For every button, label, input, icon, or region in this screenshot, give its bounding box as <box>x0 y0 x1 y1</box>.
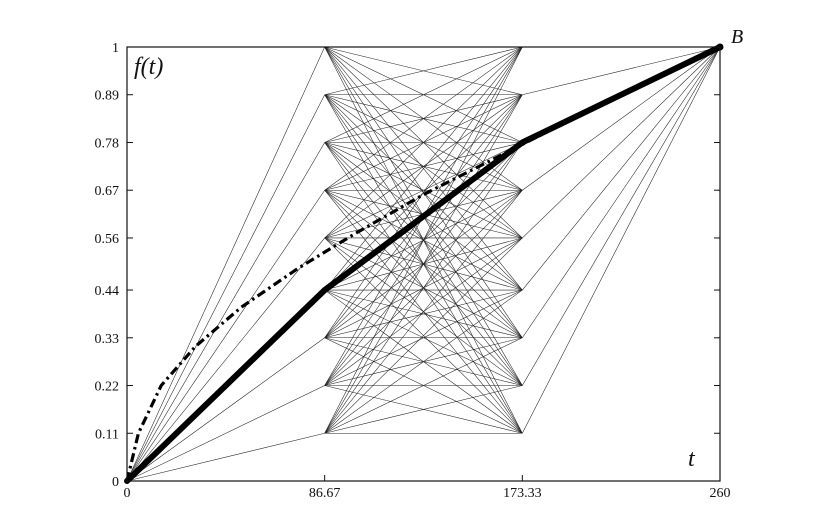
y-tick-label: 0.11 <box>95 427 119 442</box>
network-edge <box>126 337 325 482</box>
series-line-dash-dot <box>125 45 721 482</box>
network-edge <box>126 432 325 482</box>
network-edge <box>324 385 523 434</box>
network-edge <box>522 46 721 191</box>
network-edge <box>522 46 721 338</box>
network-edge <box>126 142 325 482</box>
network-edge <box>324 289 523 339</box>
network-edge <box>324 94 523 434</box>
network-edge <box>324 94 523 239</box>
network-edge <box>324 46 523 338</box>
network-edge <box>324 237 523 434</box>
network-edge <box>324 289 523 386</box>
network-edge <box>324 46 523 291</box>
network-edge <box>126 237 325 482</box>
x-tick-label: 86.67 <box>309 486 341 501</box>
plot-frame <box>126 46 721 482</box>
network-edge <box>324 46 523 143</box>
y-tick-label: 0.33 <box>95 332 120 347</box>
x-tick-label: 260 <box>710 486 731 501</box>
network-edge <box>324 46 523 96</box>
network-edge <box>324 46 523 434</box>
x-tick-label: 173.33 <box>503 486 542 501</box>
network-lines <box>126 46 721 482</box>
y-tick-label: 0.56 <box>95 232 120 247</box>
network-edge <box>324 142 523 434</box>
y-tick-label: 0.44 <box>95 284 120 299</box>
y-axis-label: f(t) <box>134 54 163 80</box>
network-edge <box>522 46 721 434</box>
network-edge <box>522 46 721 291</box>
y-tick-label: 0.78 <box>95 136 120 151</box>
y-tick-label: 0.22 <box>95 380 120 395</box>
network-edge <box>522 46 721 239</box>
y-tick-label: 0 <box>112 475 119 490</box>
y-tick-label: 1 <box>112 41 119 56</box>
network-edge <box>126 190 325 482</box>
network-edge <box>324 46 523 239</box>
network-edge <box>324 289 523 434</box>
network-edge <box>324 142 523 239</box>
network-edge <box>126 385 325 482</box>
network-edge <box>324 337 523 434</box>
point-b-label: B <box>731 26 743 48</box>
axis-ticks: 0 0.11 0.22 0.33 0.44 0.56 0.67 0.78 0.89 1 0 86.67… <box>95 41 731 501</box>
y-tick-label: 0.67 <box>95 184 120 199</box>
x-axis-label: t <box>688 446 696 472</box>
y-tick-label: 0.89 <box>95 89 120 104</box>
network-edge <box>126 94 325 482</box>
network-edge <box>522 46 721 96</box>
network-edge <box>126 46 325 482</box>
network-edge <box>522 46 721 386</box>
x-tick-label: 0 <box>124 486 131 501</box>
